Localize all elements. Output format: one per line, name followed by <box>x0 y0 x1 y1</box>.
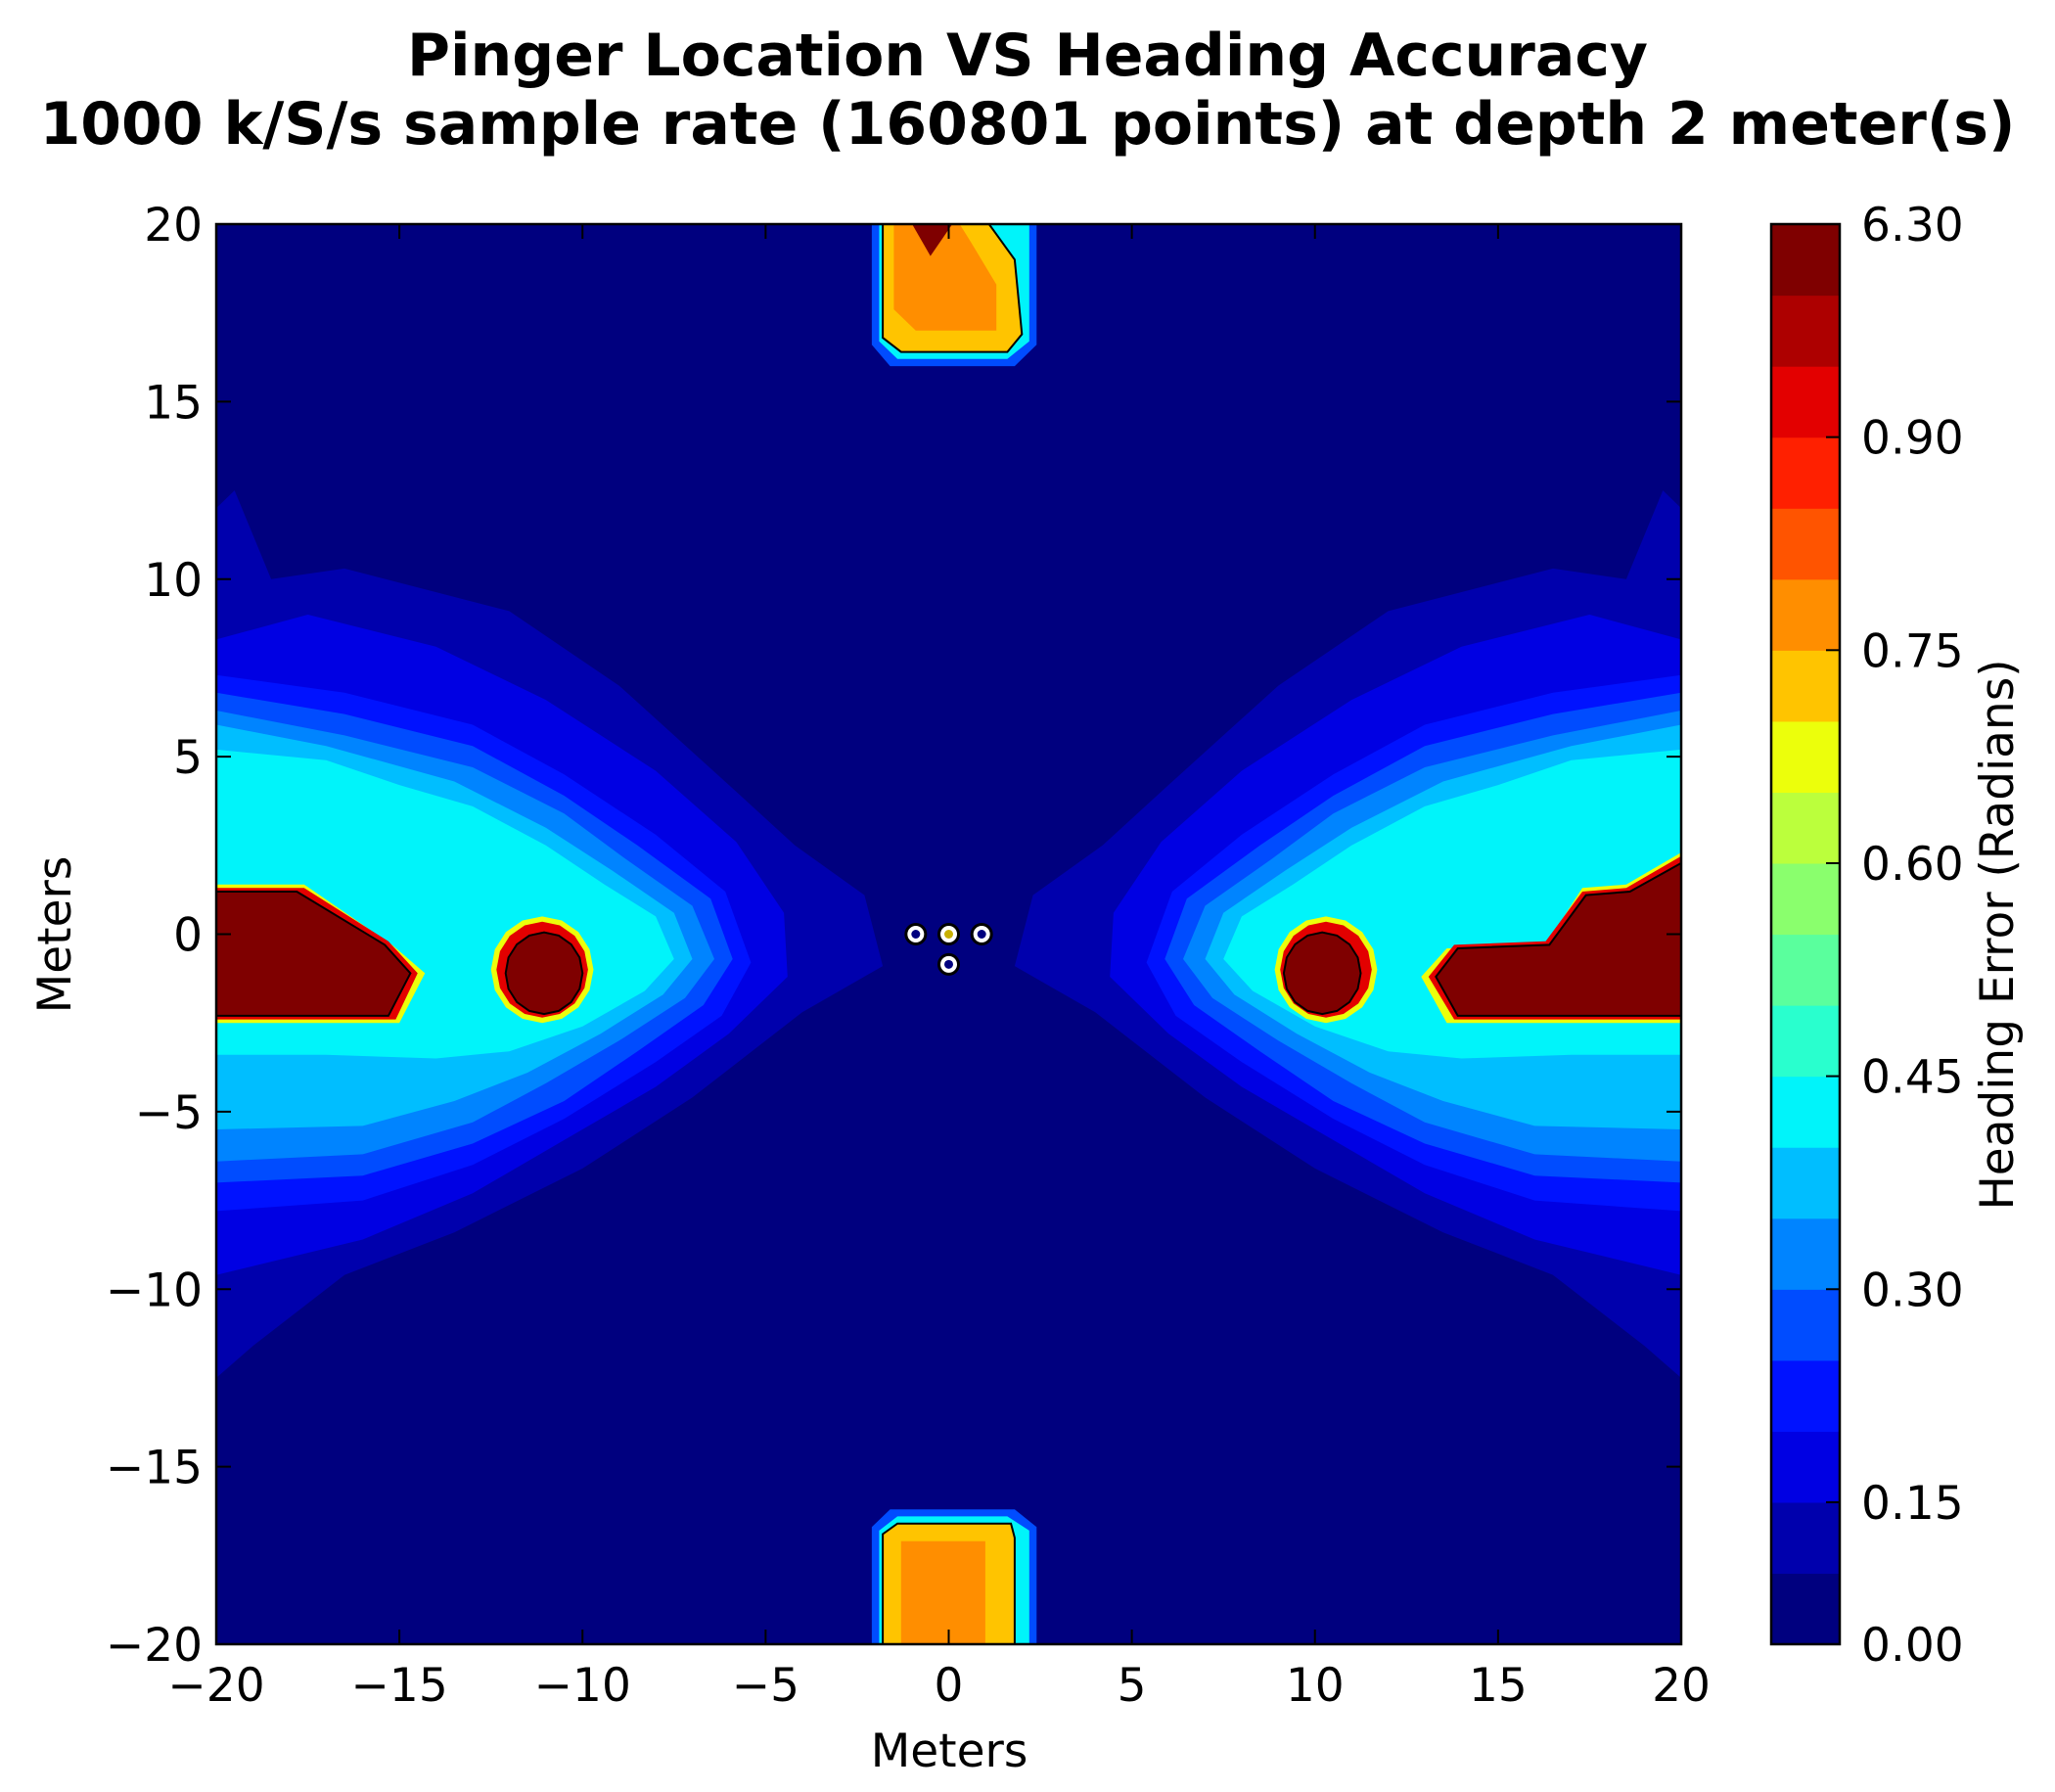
y-axis-label: Meters <box>28 856 82 1014</box>
colorbar-swatch <box>1771 1501 1840 1575</box>
colorbar-tick-label: 0.60 <box>1861 838 1964 892</box>
x-tick-label: −20 <box>167 1659 264 1713</box>
colorbar-swatch <box>1771 1218 1840 1290</box>
colorbar-tick-label: 6.30 <box>1861 199 1964 253</box>
plot-area <box>216 224 1681 1644</box>
top-hotspot <box>871 224 1037 367</box>
y-tick-label: 15 <box>144 376 203 430</box>
colorbar-swatch <box>1771 366 1840 438</box>
colorbar-swatch <box>1771 295 1840 367</box>
axes: −20 −15 −10 −5 0 5 10 15 20 20 15 10 5 0 −5 −10 −15 −20 <box>106 199 1711 1713</box>
top-hotspot-core <box>893 224 997 331</box>
y-tick-label: −15 <box>106 1442 203 1495</box>
colorbar-tick-label: 0.30 <box>1861 1264 1964 1317</box>
x-tick-label: 10 <box>1286 1659 1345 1713</box>
x-tick-label: −15 <box>351 1659 448 1713</box>
colorbar-swatch <box>1771 578 1840 651</box>
colorbar-frame <box>1769 222 1842 1646</box>
colorbar-tick-label: 0.45 <box>1861 1051 1964 1105</box>
x-axis-label: Meters <box>871 1724 1028 1778</box>
colorbar-swatch <box>1771 862 1840 936</box>
y-tick-label: 0 <box>173 909 203 963</box>
colorbar-swatch <box>1771 508 1840 580</box>
colorbar-tick-label: 0.00 <box>1861 1619 1964 1673</box>
x-tick-label: −5 <box>732 1659 799 1713</box>
right-island <box>1274 916 1378 1024</box>
bottom-hotspot <box>871 1509 1037 1644</box>
right-island-core <box>1282 931 1362 1016</box>
y-tick-label: −5 <box>135 1086 203 1140</box>
left-bar-core <box>216 891 412 1017</box>
colorbar-swatch <box>1771 1147 1840 1219</box>
colorbar-swatch <box>1771 1289 1840 1361</box>
colorbar-tick-label: 0.15 <box>1861 1477 1964 1531</box>
hydrophone-marker-center <box>944 930 953 939</box>
hydrophone-marker-center <box>977 930 986 939</box>
colorbar-swatch <box>1771 720 1840 793</box>
colorbar-swatch <box>1771 1076 1840 1148</box>
colorbar-swatch <box>1771 1359 1840 1432</box>
colorbar-label: Heading Error (Radians) <box>1971 659 2025 1210</box>
x-tick-label: −10 <box>534 1659 631 1713</box>
chart-title: Pinger Location VS Heading Accuracy <box>407 22 1648 90</box>
x-tick-label: 5 <box>1118 1659 1147 1713</box>
colorbar-swatch <box>1771 1573 1840 1645</box>
colorbar: 6.30 0.90 0.75 0.60 0.45 0.30 0.15 0.00 <box>1769 199 1964 1673</box>
y-tick-label: −20 <box>106 1619 203 1673</box>
colorbar-swatch <box>1771 650 1840 722</box>
colorbar-tick-label: 0.75 <box>1861 624 1964 678</box>
left-island <box>490 916 594 1024</box>
left-bar <box>216 884 426 1024</box>
left-island-core <box>504 931 584 1016</box>
right-bar-core <box>1435 861 1681 1017</box>
chart-subtitle: 1000 k/S/s sample rate (160801 points) a… <box>39 90 2016 159</box>
bottom-hotspot-core <box>900 1540 985 1644</box>
colorbar-swatch <box>1771 1431 1840 1503</box>
top-hotspot-peak <box>912 224 953 256</box>
right-bar <box>1421 852 1681 1024</box>
colorbar-swatch <box>1771 934 1840 1006</box>
x-tick-label: 0 <box>935 1659 964 1713</box>
colorbar-swatch <box>1771 792 1840 864</box>
hydrophone-marker-center <box>911 930 921 939</box>
y-tick-label: 10 <box>144 554 203 608</box>
x-tick-label: 20 <box>1652 1659 1711 1713</box>
y-tick-label: 20 <box>144 199 203 253</box>
colorbar-swatch <box>1771 1005 1840 1078</box>
colorbar-swatch <box>1771 224 1840 297</box>
x-tick-label: 15 <box>1469 1659 1528 1713</box>
hydrophone-marker-center <box>944 959 953 969</box>
y-tick-label: 5 <box>173 731 203 785</box>
hydrophone-markers <box>904 923 993 976</box>
y-tick-label: −10 <box>106 1264 203 1317</box>
colorbar-swatch <box>1771 437 1840 509</box>
colorbar-tick-label: 0.90 <box>1861 412 1964 466</box>
